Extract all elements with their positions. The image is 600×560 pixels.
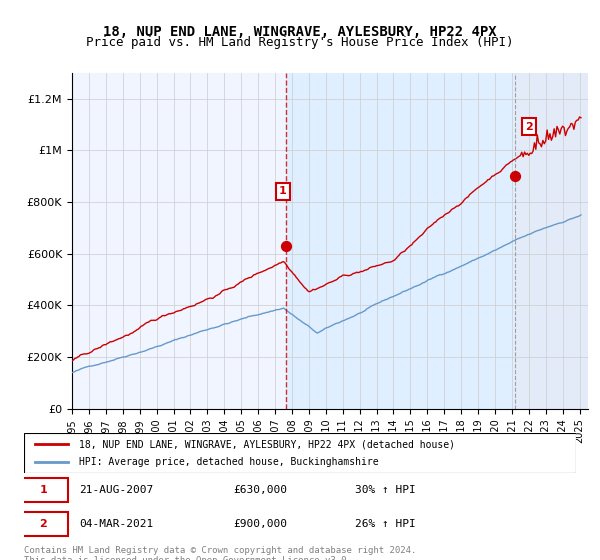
FancyBboxPatch shape [24,433,576,473]
Text: Price paid vs. HM Land Registry's House Price Index (HPI): Price paid vs. HM Land Registry's House … [86,36,514,49]
Point [510,172,520,181]
Text: £630,000: £630,000 [234,485,288,495]
Bar [286,73,515,409]
Text: HPI: Average price, detached house, Buckinghamshire: HPI: Average price, detached house, Buck… [79,457,379,467]
Text: 26% ↑ HPI: 26% ↑ HPI [355,519,416,529]
Text: 18, NUP END LANE, WINGRAVE, AYLESBURY, HP22 4PX: 18, NUP END LANE, WINGRAVE, AYLESBURY, H… [103,25,497,39]
Text: 30% ↑ HPI: 30% ↑ HPI [355,485,416,495]
Bar [515,73,588,409]
Bar [72,73,286,409]
Text: £900,000: £900,000 [234,519,288,529]
Point [281,241,290,250]
Text: 18, NUP END LANE, WINGRAVE, AYLESBURY, HP22 4PX (detached house): 18, NUP END LANE, WINGRAVE, AYLESBURY, H… [79,439,455,449]
Text: Contains HM Land Registry data © Crown copyright and database right 2024.
This d: Contains HM Land Registry data © Crown c… [24,546,416,560]
Text: 04-MAR-2021: 04-MAR-2021 [79,519,154,529]
FancyBboxPatch shape [19,478,68,502]
Text: 21-AUG-2007: 21-AUG-2007 [79,485,154,495]
FancyBboxPatch shape [19,512,68,536]
Text: 1: 1 [279,186,287,196]
Text: 2: 2 [40,519,47,529]
Text: 2: 2 [525,122,533,132]
Text: 1: 1 [40,485,47,495]
